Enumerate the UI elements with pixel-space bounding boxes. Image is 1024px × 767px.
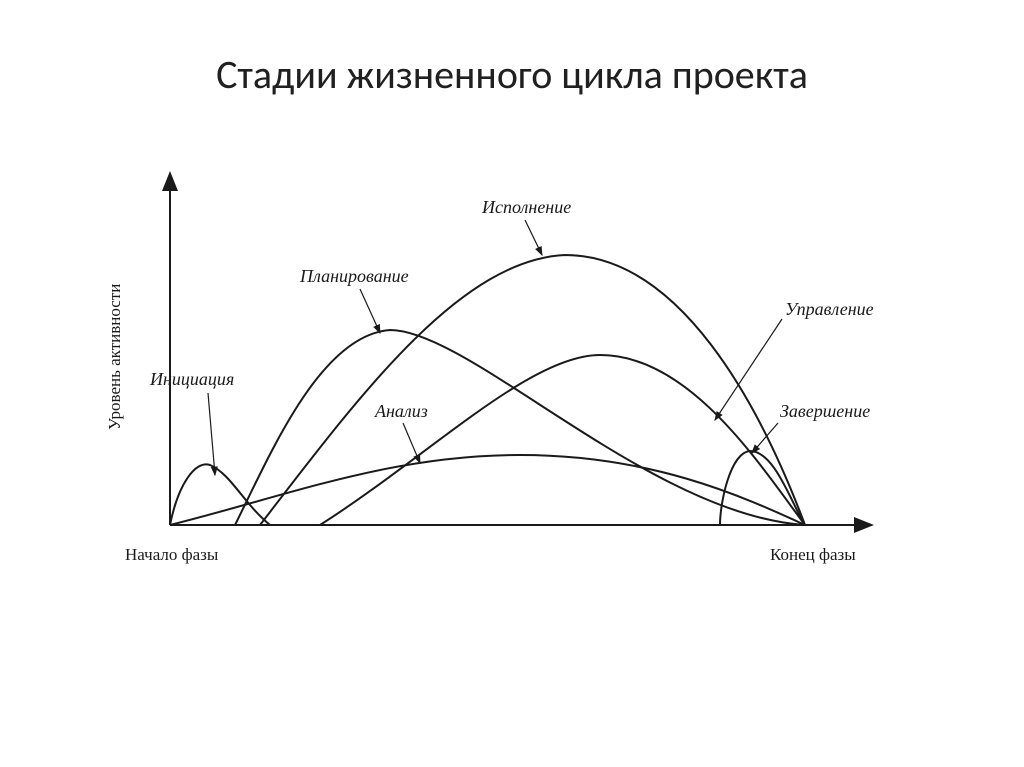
label-closure: Завершение <box>780 401 870 421</box>
pointer-execution <box>525 220 542 255</box>
label-control: Управление <box>785 299 874 319</box>
chart-svg: Уровень активности Начало фазы Конец фаз… <box>90 155 930 605</box>
x-axis-label-end: Конец фазы <box>770 545 856 564</box>
curve-control <box>320 355 805 525</box>
x-axis-label-start: Начало фазы <box>125 545 219 564</box>
curve-closure <box>720 451 805 525</box>
y-axis-label: Уровень активности <box>105 284 124 430</box>
curve-initiation <box>170 464 270 525</box>
pointer-control <box>715 319 782 420</box>
page-title: Стадии жизненного цикла проекта <box>0 0 1024 99</box>
label-initiation: Инициация <box>149 369 234 389</box>
label-planning: Планирование <box>299 266 409 286</box>
pointer-planning <box>360 289 380 333</box>
label-execution: Исполнение <box>481 197 571 217</box>
pointer-analysis <box>403 423 420 463</box>
curve-execution <box>260 255 805 525</box>
label-analysis: Анализ <box>374 401 428 421</box>
pointer-closure <box>752 423 778 453</box>
curve-planning <box>235 330 805 525</box>
lifecycle-chart: Уровень активности Начало фазы Конец фаз… <box>90 155 930 605</box>
pointer-initiation <box>208 393 215 475</box>
